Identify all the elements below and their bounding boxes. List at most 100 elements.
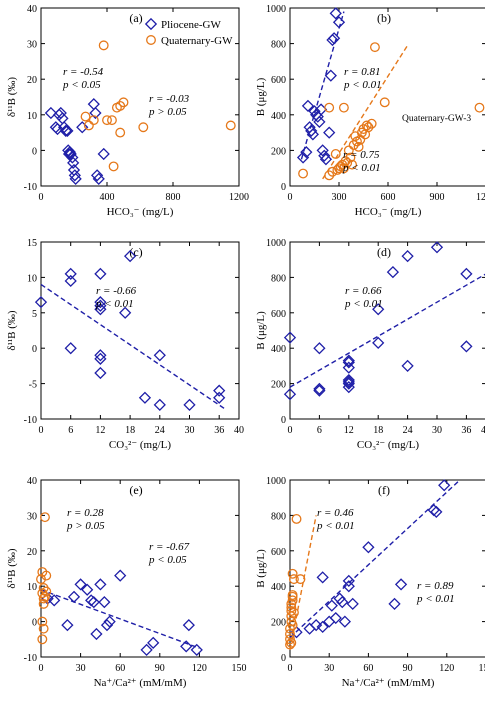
point-diamond	[402, 251, 412, 261]
y-tick-label: 800	[271, 511, 286, 522]
x-tick-label: 1200	[229, 192, 249, 203]
point-circle	[41, 513, 50, 522]
annotation-p: p > 0.05	[148, 106, 187, 118]
panel-label: (e)	[129, 483, 142, 497]
point-diamond	[214, 393, 224, 403]
x-tick-label: 6	[68, 425, 73, 436]
y-tick-label: 1000	[266, 4, 286, 15]
point-circle	[226, 121, 235, 130]
x-tick-label: 90	[155, 663, 165, 674]
annotation-r: r = 0.75	[343, 149, 380, 161]
x-tick-label: 40	[481, 425, 485, 436]
point-diamond	[56, 108, 66, 118]
point-diamond	[148, 638, 158, 648]
annotation-p: p < 0.01	[416, 593, 455, 605]
x-tick-label: 1200	[476, 192, 485, 203]
x-tick-label: 12	[344, 425, 354, 436]
y-tick-label: 600	[271, 547, 286, 558]
y-tick-label: 20	[27, 547, 37, 558]
x-tick-label: 0	[39, 663, 44, 674]
annotation-p: p > 0.05	[66, 520, 105, 532]
y-axis-label: B (μg/L)	[255, 77, 267, 116]
point-circle	[340, 103, 349, 112]
x-tick-label: 0	[39, 192, 44, 203]
point-diamond	[402, 361, 412, 371]
point-diamond	[439, 480, 449, 490]
panel-label: (d)	[377, 245, 391, 259]
point-diamond	[461, 341, 471, 351]
legend-marker-pliocene	[146, 19, 156, 29]
x-tick-label: 0	[288, 425, 293, 436]
y-tick-label: 200	[271, 618, 286, 629]
x-tick-label: 0	[288, 192, 293, 203]
panel-f: 030609012015002004006008001000Na⁺/Ca²⁺ (…	[255, 476, 485, 689]
y-tick-label: 0	[32, 146, 37, 157]
x-axis-label: HCO₃⁻ (mg/L)	[355, 206, 422, 218]
x-tick-label: 120	[192, 663, 207, 674]
point-diamond	[66, 343, 76, 353]
x-tick-label: 18	[125, 425, 135, 436]
x-tick-label: 400	[100, 192, 115, 203]
y-tick-label: 5	[32, 309, 37, 320]
point-diamond	[95, 354, 105, 364]
y-tick-label: 400	[271, 111, 286, 122]
point-diamond	[363, 542, 373, 552]
x-axis-label: Na⁺/Ca²⁺ (mM/mM)	[342, 677, 435, 689]
y-tick-label: 40	[27, 4, 37, 15]
x-tick-label: 60	[115, 663, 125, 674]
annotation-r: r = 0.28	[67, 507, 104, 519]
y-tick-label: 15	[27, 238, 37, 249]
point-diamond	[57, 113, 67, 123]
point-diamond	[317, 572, 327, 582]
annotation-r: r = -0.03	[149, 93, 190, 105]
y-tick-label: 0	[281, 415, 286, 426]
panel-d: 0612182430364002004006008001000CO₃²⁻ (mg…	[255, 238, 485, 451]
annotation-p: p < 0.01	[316, 520, 355, 532]
x-tick-label: 12	[95, 425, 105, 436]
annotation-label: Quaternary-GW-3	[402, 114, 471, 124]
y-tick-label: 30	[27, 511, 37, 522]
x-tick-label: 600	[381, 192, 396, 203]
point-diamond	[95, 368, 105, 378]
x-tick-label: 0	[288, 663, 293, 674]
point-diamond	[95, 579, 105, 589]
y-tick-label: 600	[271, 75, 286, 86]
annotation-r: r = 0.46	[317, 507, 354, 519]
point-diamond	[396, 579, 406, 589]
y-tick-label: 600	[271, 309, 286, 320]
point-diamond	[155, 400, 165, 410]
point-circle	[371, 43, 380, 52]
panel-label: (f)	[378, 483, 390, 497]
x-tick-label: 60	[363, 663, 373, 674]
point-diamond	[99, 149, 109, 159]
point-circle	[109, 162, 118, 171]
panel-b: 0300600900120002004006008001000HCO₃⁻ (mg…	[255, 4, 485, 218]
point-diamond	[69, 592, 79, 602]
x-tick-label: 6	[317, 425, 322, 436]
y-tick-label: -10	[24, 653, 37, 664]
y-tick-label: -10	[24, 182, 37, 193]
trendline	[290, 274, 485, 387]
point-diamond	[184, 400, 194, 410]
annotation-p: p < 0.01	[342, 162, 381, 174]
y-tick-label: 800	[271, 40, 286, 51]
point-diamond	[77, 122, 87, 132]
y-tick-label: 10	[27, 273, 37, 284]
x-tick-label: 0	[39, 425, 44, 436]
annotation-p: p < 0.01	[344, 298, 383, 310]
y-tick-label: 200	[271, 146, 286, 157]
x-tick-label: 150	[232, 663, 247, 674]
y-tick-label: -5	[29, 380, 37, 391]
y-tick-label: 0	[32, 344, 37, 355]
legend-label-quaternary: Quaternary-GW	[161, 35, 233, 47]
point-diamond	[184, 620, 194, 630]
point-diamond	[373, 338, 383, 348]
point-diamond	[140, 393, 150, 403]
y-axis-label: δ¹¹B (‰)	[6, 548, 18, 589]
x-tick-label: 90	[403, 663, 413, 674]
x-tick-label: 30	[432, 425, 442, 436]
y-tick-label: 800	[271, 273, 286, 284]
point-diamond	[46, 108, 56, 118]
point-circle	[38, 635, 47, 644]
